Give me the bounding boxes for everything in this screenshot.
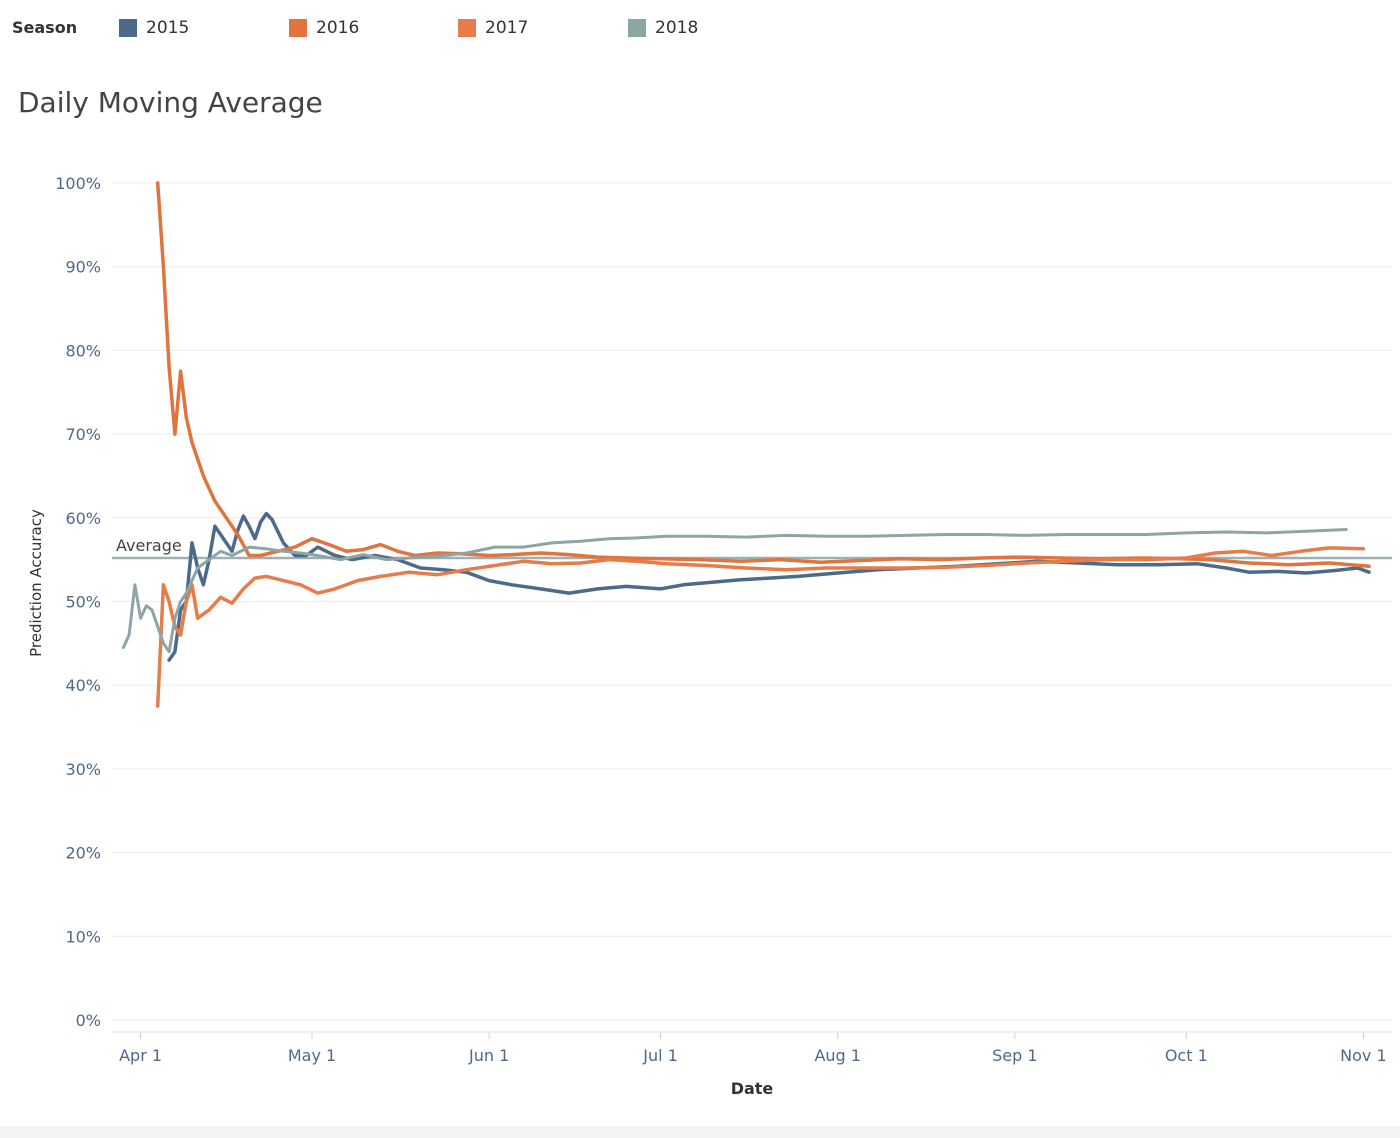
legend-label-2016: 2016 [316, 18, 360, 38]
series-line-2017[interactable] [155, 546, 1366, 708]
average-label: Average [116, 536, 182, 555]
y-tick-label: 10% [65, 927, 101, 946]
x-axis: Apr 1 May 1 Jun 1 Jul 1 Aug 1 Sep 1 Oct 1 Nov 1 [119, 1032, 1387, 1065]
y-axis: 0% 10% 20% 30% 40% 50% 60% 70% 80% 90% 100% [55, 174, 101, 1030]
legend-label-2015: 2015 [146, 18, 190, 38]
x-tick-label: Aug 1 [814, 1046, 861, 1065]
legend-title: Season [12, 18, 78, 37]
x-tick-label: Nov 1 [1340, 1046, 1387, 1065]
x-tick-label: May 1 [288, 1046, 336, 1065]
series-line-2016[interactable] [155, 181, 1371, 569]
y-tick-label: 0% [76, 1011, 101, 1030]
legend: Season 2015 2016 2017 2018 [0, 0, 1400, 56]
y-tick-label: 90% [65, 258, 101, 277]
gridlines [112, 182, 1392, 1021]
legend-swatch-2016 [289, 19, 307, 37]
y-tick-label: 70% [65, 425, 101, 444]
x-tick-label: Jun 1 [468, 1046, 509, 1065]
y-tick-label: 100% [55, 174, 101, 193]
x-tick-label: Sep 1 [992, 1046, 1037, 1065]
series-line-2018[interactable] [121, 528, 1348, 654]
legend-label-2018: 2018 [655, 18, 699, 38]
footer-band [0, 1126, 1400, 1138]
legend-swatch-2017 [458, 19, 476, 37]
legend-swatch-2015 [119, 19, 137, 37]
y-tick-label: 80% [65, 341, 101, 360]
x-tick-label: Oct 1 [1165, 1046, 1208, 1065]
y-tick-label: 50% [65, 593, 101, 612]
chart-title: Daily Moving Average [18, 86, 323, 119]
legend-swatch-2018 [628, 19, 646, 37]
series-line-2015[interactable] [167, 511, 1371, 662]
series-lines [121, 181, 1371, 708]
y-tick-label: 30% [65, 760, 101, 779]
x-tick-label: Apr 1 [119, 1046, 162, 1065]
y-axis-label: Prediction Accuracy [27, 509, 45, 657]
y-tick-label: 60% [65, 509, 101, 528]
legend-label-2017: 2017 [485, 18, 529, 38]
x-tick-label: Jul 1 [642, 1046, 678, 1065]
x-axis-label: Date [731, 1079, 774, 1098]
y-tick-label: 20% [65, 844, 101, 863]
y-tick-label: 40% [65, 676, 101, 695]
